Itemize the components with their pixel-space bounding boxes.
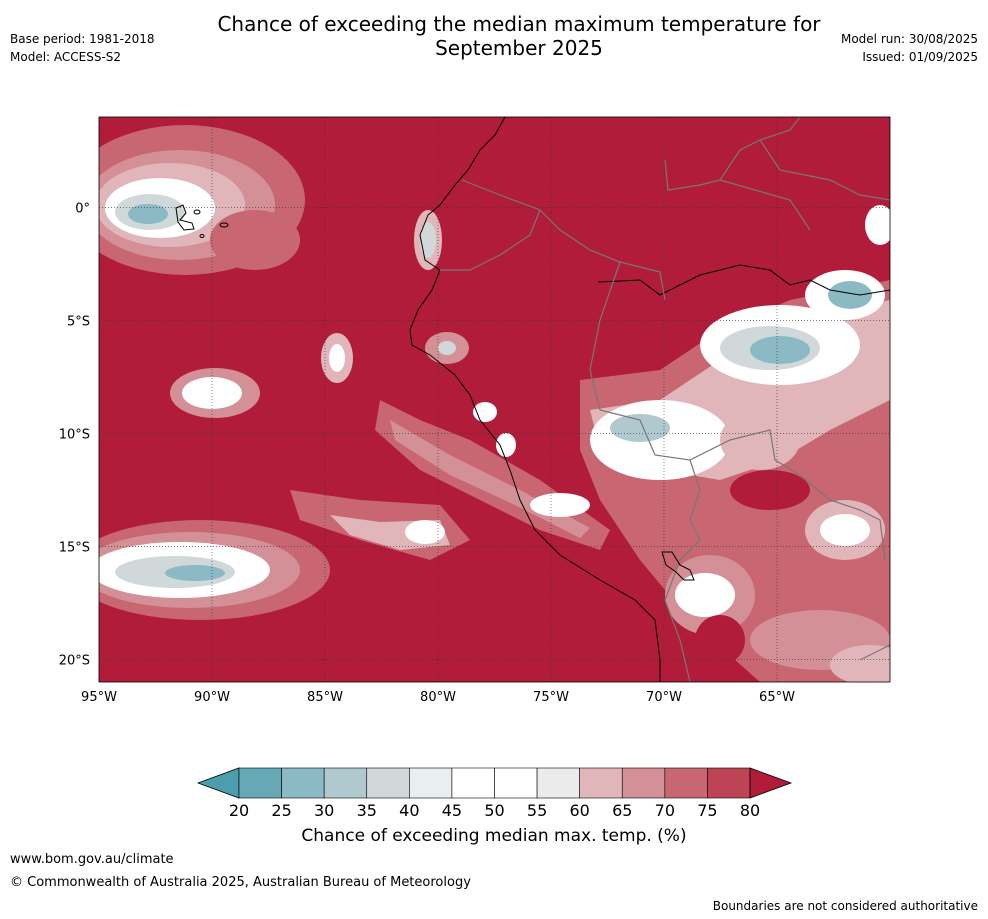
longitude-labels: 95°W 90°W 85°W 80°W 75°W 70°W 65°W xyxy=(81,690,795,705)
country-borders xyxy=(440,117,890,682)
colorbar-tick-label: 80 xyxy=(740,801,760,820)
colorbar-segment xyxy=(494,767,538,799)
colorbar-segment xyxy=(323,767,368,799)
colorbar: 20 25 30 35 40 45 50 55 60 65 70 75 80 xyxy=(196,767,793,820)
colorbar-high-extend xyxy=(749,767,793,799)
probability-contours xyxy=(99,125,890,682)
lat-label: 15°S xyxy=(59,540,90,555)
colorbar-tick-label: 65 xyxy=(612,801,632,820)
colorbar-segment xyxy=(707,767,751,799)
colorbar-tick-label: 50 xyxy=(484,801,504,820)
lon-label: 65°W xyxy=(759,690,795,705)
island xyxy=(219,222,229,228)
base-period: Base period: 1981-2018 xyxy=(10,32,155,46)
title-line-2: September 2025 xyxy=(435,36,603,60)
lake-titicaca xyxy=(661,551,695,581)
colorbar-segment xyxy=(451,767,495,799)
colorbar-segment xyxy=(536,767,580,799)
lon-label: 85°W xyxy=(307,690,343,705)
colorbar-segment xyxy=(281,767,325,799)
footer-url: www.bom.gov.au/climate xyxy=(10,852,174,867)
colorbar-low-extend xyxy=(196,767,240,799)
model-name: Model: ACCESS-S2 xyxy=(10,50,122,64)
lat-label: 0° xyxy=(75,201,90,216)
colorbar-tick-label: 30 xyxy=(314,801,334,820)
colorbar-segment xyxy=(366,767,410,799)
lat-label: 5°S xyxy=(67,314,90,329)
island xyxy=(193,209,201,215)
footer-copyright: © Commonwealth of Australia 2025, Austra… xyxy=(10,875,471,890)
gridlines xyxy=(99,117,890,682)
coastline xyxy=(409,117,661,682)
latitude-labels: 0° 5°S 10°S 15°S 20°S xyxy=(59,201,90,668)
meta-left: Base period: 1981-2018 Model: ACCESS-S2 xyxy=(10,30,155,66)
meta-right: Model run: 30/08/2025 Issued: 01/09/2025 xyxy=(841,30,978,66)
issued-date: Issued: 01/09/2025 xyxy=(862,50,978,64)
colorbar-tick-label: 25 xyxy=(271,801,291,820)
lat-label: 20°S xyxy=(59,653,90,668)
colorbar-tick-label: 60 xyxy=(569,801,589,820)
colorbar-segment xyxy=(409,767,453,799)
colorbar-segment xyxy=(621,767,666,799)
title-line-1: Chance of exceeding the median maximum t… xyxy=(217,12,821,36)
colorbar-segment xyxy=(238,767,282,799)
colorbar-tick-label: 45 xyxy=(442,801,462,820)
river-line xyxy=(597,264,890,296)
colorbar-tick-label: 35 xyxy=(357,801,377,820)
galapagos-islands xyxy=(175,204,195,231)
lon-label: 80°W xyxy=(420,690,456,705)
colorbar-tick-label: 75 xyxy=(697,801,717,820)
colorbar-tick-label: 55 xyxy=(527,801,547,820)
lat-label: 10°S xyxy=(59,427,90,442)
lon-label: 70°W xyxy=(646,690,682,705)
footer-note: Boundaries are not considered authoritat… xyxy=(712,899,978,913)
map-area xyxy=(99,117,890,682)
colorbar-tick-label: 20 xyxy=(229,801,249,820)
colorbar-tick-label: 40 xyxy=(399,801,419,820)
colorbar-segment xyxy=(664,767,708,799)
lon-label: 90°W xyxy=(194,690,230,705)
colorbar-title: Chance of exceeding median max. temp. (%… xyxy=(301,826,687,846)
island xyxy=(199,234,205,238)
lon-label: 75°W xyxy=(533,690,569,705)
page-title: Chance of exceeding the median maximum t… xyxy=(150,12,888,60)
map-frame xyxy=(98,116,891,683)
model-run: Model run: 30/08/2025 xyxy=(840,32,978,46)
colorbar-tick-label: 70 xyxy=(655,801,675,820)
lon-label: 95°W xyxy=(81,690,117,705)
colorbar-segment xyxy=(579,767,623,799)
